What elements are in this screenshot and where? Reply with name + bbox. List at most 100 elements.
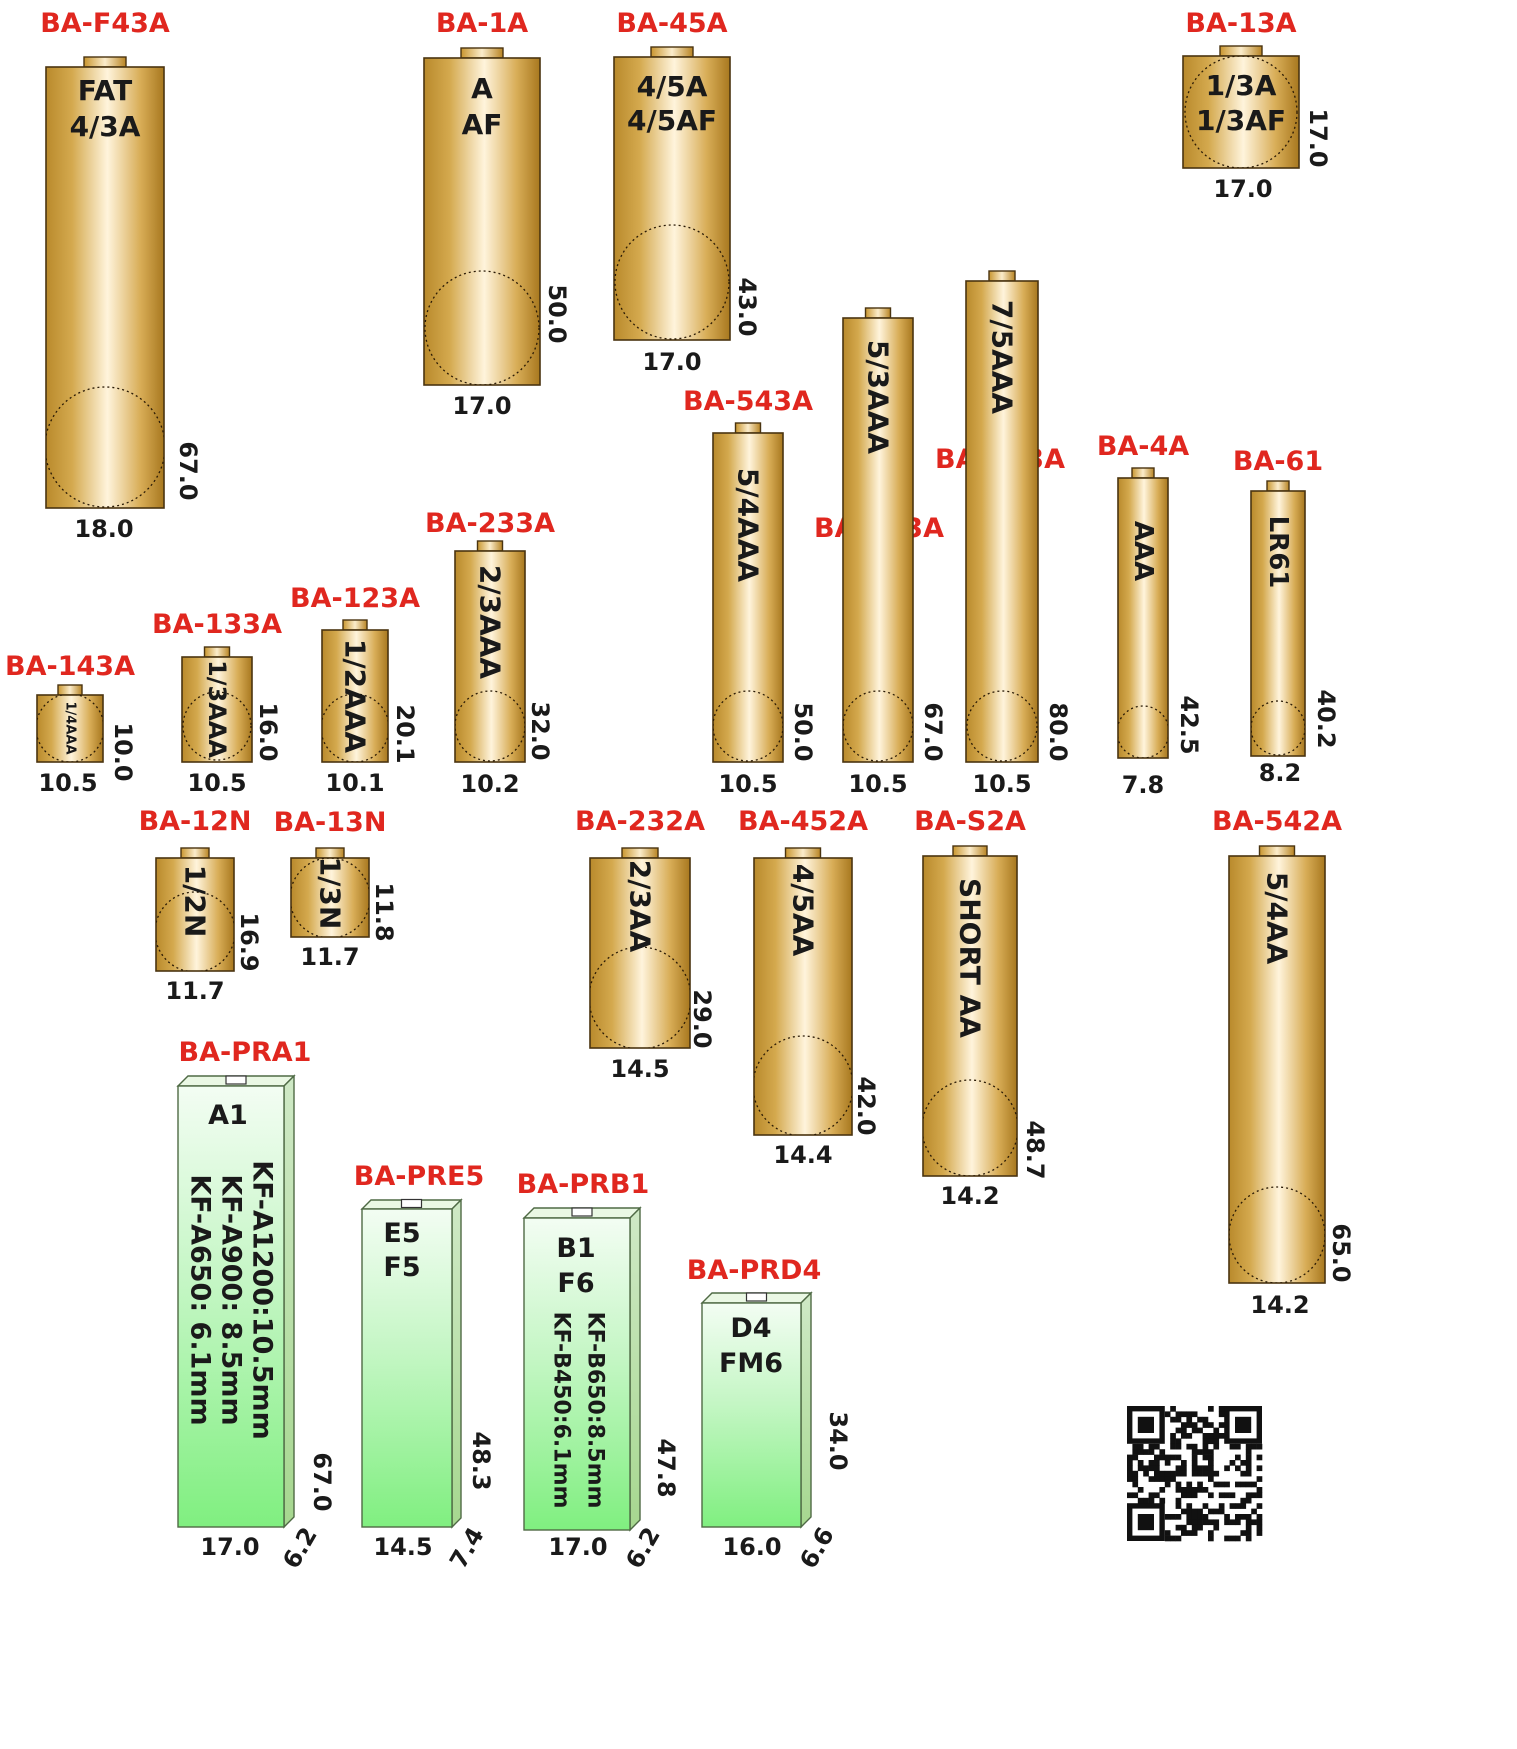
battery-code: BA-PRB1 — [517, 1169, 650, 1200]
battery-code: BA-123A — [290, 583, 420, 614]
battery-body — [922, 855, 1018, 1177]
diameter-label: 10.5 — [38, 769, 97, 797]
battery-body — [290, 857, 370, 938]
diameter-label: 17.0 — [452, 392, 511, 420]
battery-cell-ba-s2a: BA-S2A SHORT AA 14.2 48.7 — [914, 806, 1049, 1210]
battery-body — [454, 550, 526, 763]
battery-cap — [784, 847, 822, 859]
battery-code: BA-PRD4 — [687, 1255, 821, 1286]
battery-cell-ba-4a: BA-4A AAA 7.8 42.5 — [1097, 431, 1203, 799]
outline-circle — [1251, 700, 1305, 756]
battery-cap — [460, 47, 504, 59]
battery-cell-ba-543a: BA-543A 5/4AAA 10.5 50.0 — [683, 386, 817, 798]
height-label: 67.0 — [308, 1452, 336, 1511]
height-label: 10.0 — [109, 722, 137, 781]
battery-label: 7/5AAA — [986, 300, 1019, 415]
height-label: 29.0 — [688, 989, 716, 1048]
outline-circle — [754, 1035, 852, 1135]
height-label: 16.0 — [254, 702, 282, 761]
battery-code: BA-PRA1 — [179, 1037, 312, 1068]
battery-terminal — [745, 1292, 768, 1302]
height-label: 67.0 — [174, 441, 202, 500]
width-label: 17.0 — [200, 1533, 259, 1561]
battery-label: 5/3AAA — [862, 340, 895, 455]
height-label: 11.8 — [370, 882, 398, 941]
diameter-label: 11.7 — [165, 977, 224, 1005]
battery-code: BA-452A — [738, 806, 868, 837]
outline-circle — [424, 270, 540, 385]
battery-label: B1 — [556, 1233, 595, 1264]
battery-side-face — [800, 1291, 812, 1529]
battery-code: BA-F43A — [40, 8, 170, 39]
outline-circle — [614, 224, 730, 340]
battery-cap — [621, 847, 659, 859]
width-label: 17.0 — [548, 1533, 607, 1561]
battery-label: 1/4AAA — [63, 701, 78, 754]
height-label: 47.8 — [652, 1438, 680, 1497]
outline-circle — [1118, 705, 1168, 758]
height-label: 34.0 — [824, 1411, 852, 1470]
prismatic-battery-ba-prd4: BA-PRD4 D4 FM6 16.0 6.6 34.0 — [687, 1255, 852, 1573]
battery-body — [589, 857, 691, 1049]
battery-code: BA-S2A — [914, 806, 1026, 837]
height-label: 65.0 — [1327, 1223, 1355, 1282]
height-label: 17.0 — [1304, 108, 1332, 167]
battery-terminal — [571, 1207, 593, 1217]
height-label: 48.3 — [467, 1431, 495, 1490]
battery-label: F6 — [557, 1268, 594, 1299]
outline-circle — [923, 1079, 1017, 1176]
diameter-label: 10.5 — [187, 769, 246, 797]
battery-label: A — [471, 72, 493, 105]
battery-label: 2/3AAA — [474, 565, 507, 680]
battery-code: BA-1A — [436, 8, 528, 39]
battery-body — [1182, 55, 1300, 169]
capacity-note: KF-A1200:10.5mm — [247, 1160, 278, 1439]
battery-side-face — [451, 1198, 462, 1529]
height-label: 42.0 — [852, 1076, 880, 1135]
battery-body — [45, 66, 165, 509]
depth-label: 6.6 — [794, 1523, 840, 1574]
outline-circle — [182, 691, 252, 761]
battery-label: AAA — [1128, 521, 1158, 581]
battery-cap — [1266, 480, 1290, 492]
height-label: 80.0 — [1044, 702, 1072, 761]
battery-code: BA-143A — [5, 651, 135, 682]
diameter-label: 17.0 — [642, 348, 701, 376]
height-label: 32.0 — [526, 701, 554, 760]
height-label: 16.9 — [235, 912, 263, 971]
diameter-label: 14.2 — [1250, 1291, 1309, 1319]
battery-body — [712, 432, 784, 763]
battery-cap — [650, 46, 694, 58]
battery-cap — [342, 619, 368, 631]
capacity-note: KF-B450:6.1mm — [549, 1312, 574, 1509]
battery-cell-ba-13n: BA-13N 1/3N 11.7 11.8 — [274, 807, 398, 971]
battery-cap — [476, 540, 504, 552]
battery-front-face — [701, 1302, 802, 1528]
battery-body — [965, 280, 1039, 763]
height-label: 50.0 — [543, 284, 571, 343]
height-label: 42.5 — [1175, 695, 1203, 754]
battery-body — [155, 857, 235, 972]
battery-label: 1/2N — [179, 865, 212, 938]
battery-body — [1228, 855, 1326, 1284]
battery-label: 4/5AA — [787, 864, 820, 957]
battery-label: 5/4AAA — [732, 468, 765, 583]
diameter-label: 10.1 — [325, 769, 384, 797]
diameter-label: 10.5 — [972, 770, 1031, 798]
battery-code: BA-45A — [616, 8, 727, 39]
battery-label: 1/3AAA — [203, 660, 231, 758]
depth-label: 7.4 — [444, 1523, 490, 1574]
battery-cell-ba-13a: BA-13A 1/3A1/3AF 17.0 17.0 — [1182, 8, 1332, 203]
battery-cap — [83, 56, 127, 68]
battery-label: FAT — [78, 74, 133, 107]
battery-body — [423, 57, 541, 386]
battery-cell-ba-123a: BA-123A 1/2AAA 10.120.1 — [290, 583, 420, 797]
battery-cell-ba-143a: BA-143A 1/4AAA 10.5 10.0 — [5, 651, 137, 797]
diameter-label: 18.0 — [74, 515, 133, 543]
outline-circle — [1184, 56, 1298, 168]
battery-cap — [952, 845, 988, 857]
battery-cap — [180, 847, 210, 859]
